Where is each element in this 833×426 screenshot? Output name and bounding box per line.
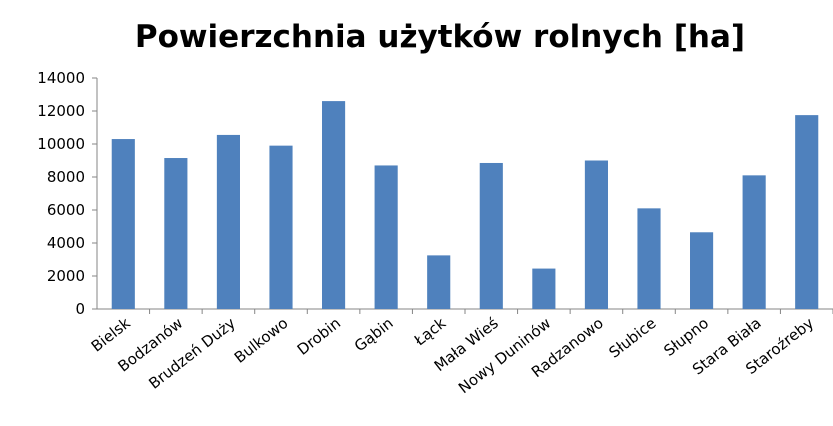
y-tick-label: 14000 [37,69,85,87]
bar [164,158,188,309]
x-tick-label: Nowy Duninów [455,314,554,397]
bar [532,268,556,309]
y-tick-label: 6000 [47,201,85,219]
bar [690,232,714,309]
bar [111,139,135,309]
bar [269,145,293,309]
x-tick-label: Gąbin [351,314,397,355]
y-tick-label: 2000 [47,267,85,285]
bar [479,162,503,309]
bar [427,255,451,309]
bar [795,115,819,309]
bar [637,208,661,309]
y-tick-label: 8000 [47,168,85,186]
bar [322,101,346,309]
x-tick-label: Drobin [294,314,344,359]
y-tick-label: 12000 [37,102,85,120]
bar [584,160,608,309]
bar [216,134,240,309]
bar [374,165,398,309]
y-tick-label: 4000 [47,234,85,252]
x-tick-label: Bulkowo [231,314,292,367]
x-tick-label: Bielsk [88,314,134,356]
y-tick-label: 0 [75,300,85,318]
x-tick-label: Łąck [410,314,449,350]
chart-title: Powierzchnia użytków rolnych [ha] [135,19,745,55]
y-tick-label: 10000 [37,135,85,153]
x-tick-label: Słubice [605,314,659,362]
bar [742,175,766,309]
